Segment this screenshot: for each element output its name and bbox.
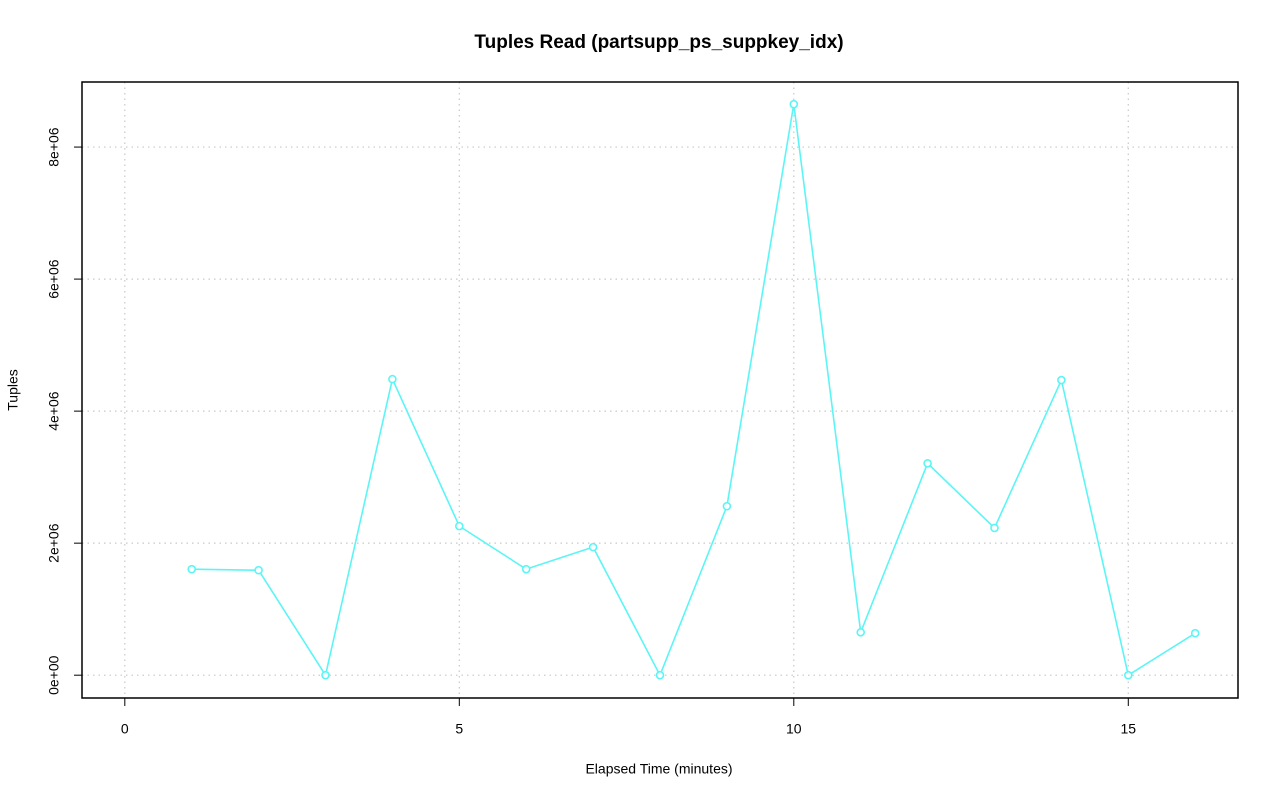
y-tick-label: 2e+06: [46, 523, 62, 563]
y-tick-label: 8e+06: [46, 127, 62, 167]
x-tick-label: 0: [121, 721, 129, 737]
data-point: [1190, 628, 1200, 638]
grid: [82, 82, 1238, 698]
plot-frame: [81, 81, 1239, 699]
data-point: [1123, 670, 1133, 680]
y-axis-label: Tuples: [5, 369, 21, 411]
y-tick-label: 6e+06: [46, 259, 62, 299]
data-point: [990, 523, 999, 533]
x-tick-label: 10: [786, 721, 802, 737]
data-point: [455, 521, 464, 531]
x-tick-label: 5: [455, 721, 463, 737]
chart-title: Tuples Read (partsupp_ps_suppkey_idx): [474, 32, 843, 53]
plot-marks: [187, 99, 1200, 680]
x-tick-label: 15: [1120, 721, 1136, 737]
data-point: [923, 458, 932, 468]
data-point: [254, 565, 263, 575]
data-point: [722, 501, 732, 511]
data-point: [187, 564, 197, 574]
series-line: [191, 104, 1196, 678]
y-tick-label: 4e+06: [46, 391, 62, 431]
x-axis-label: Elapsed Time (minutes): [585, 761, 732, 777]
data-point: [1057, 375, 1066, 385]
data-point: [321, 670, 330, 680]
data-point: [789, 99, 799, 109]
data-point: [388, 374, 397, 384]
data-point: [521, 564, 531, 574]
data-point: [588, 542, 598, 552]
y-tick-label: 0e+00: [46, 655, 62, 695]
data-point: [856, 627, 865, 637]
data-point: [655, 670, 665, 680]
